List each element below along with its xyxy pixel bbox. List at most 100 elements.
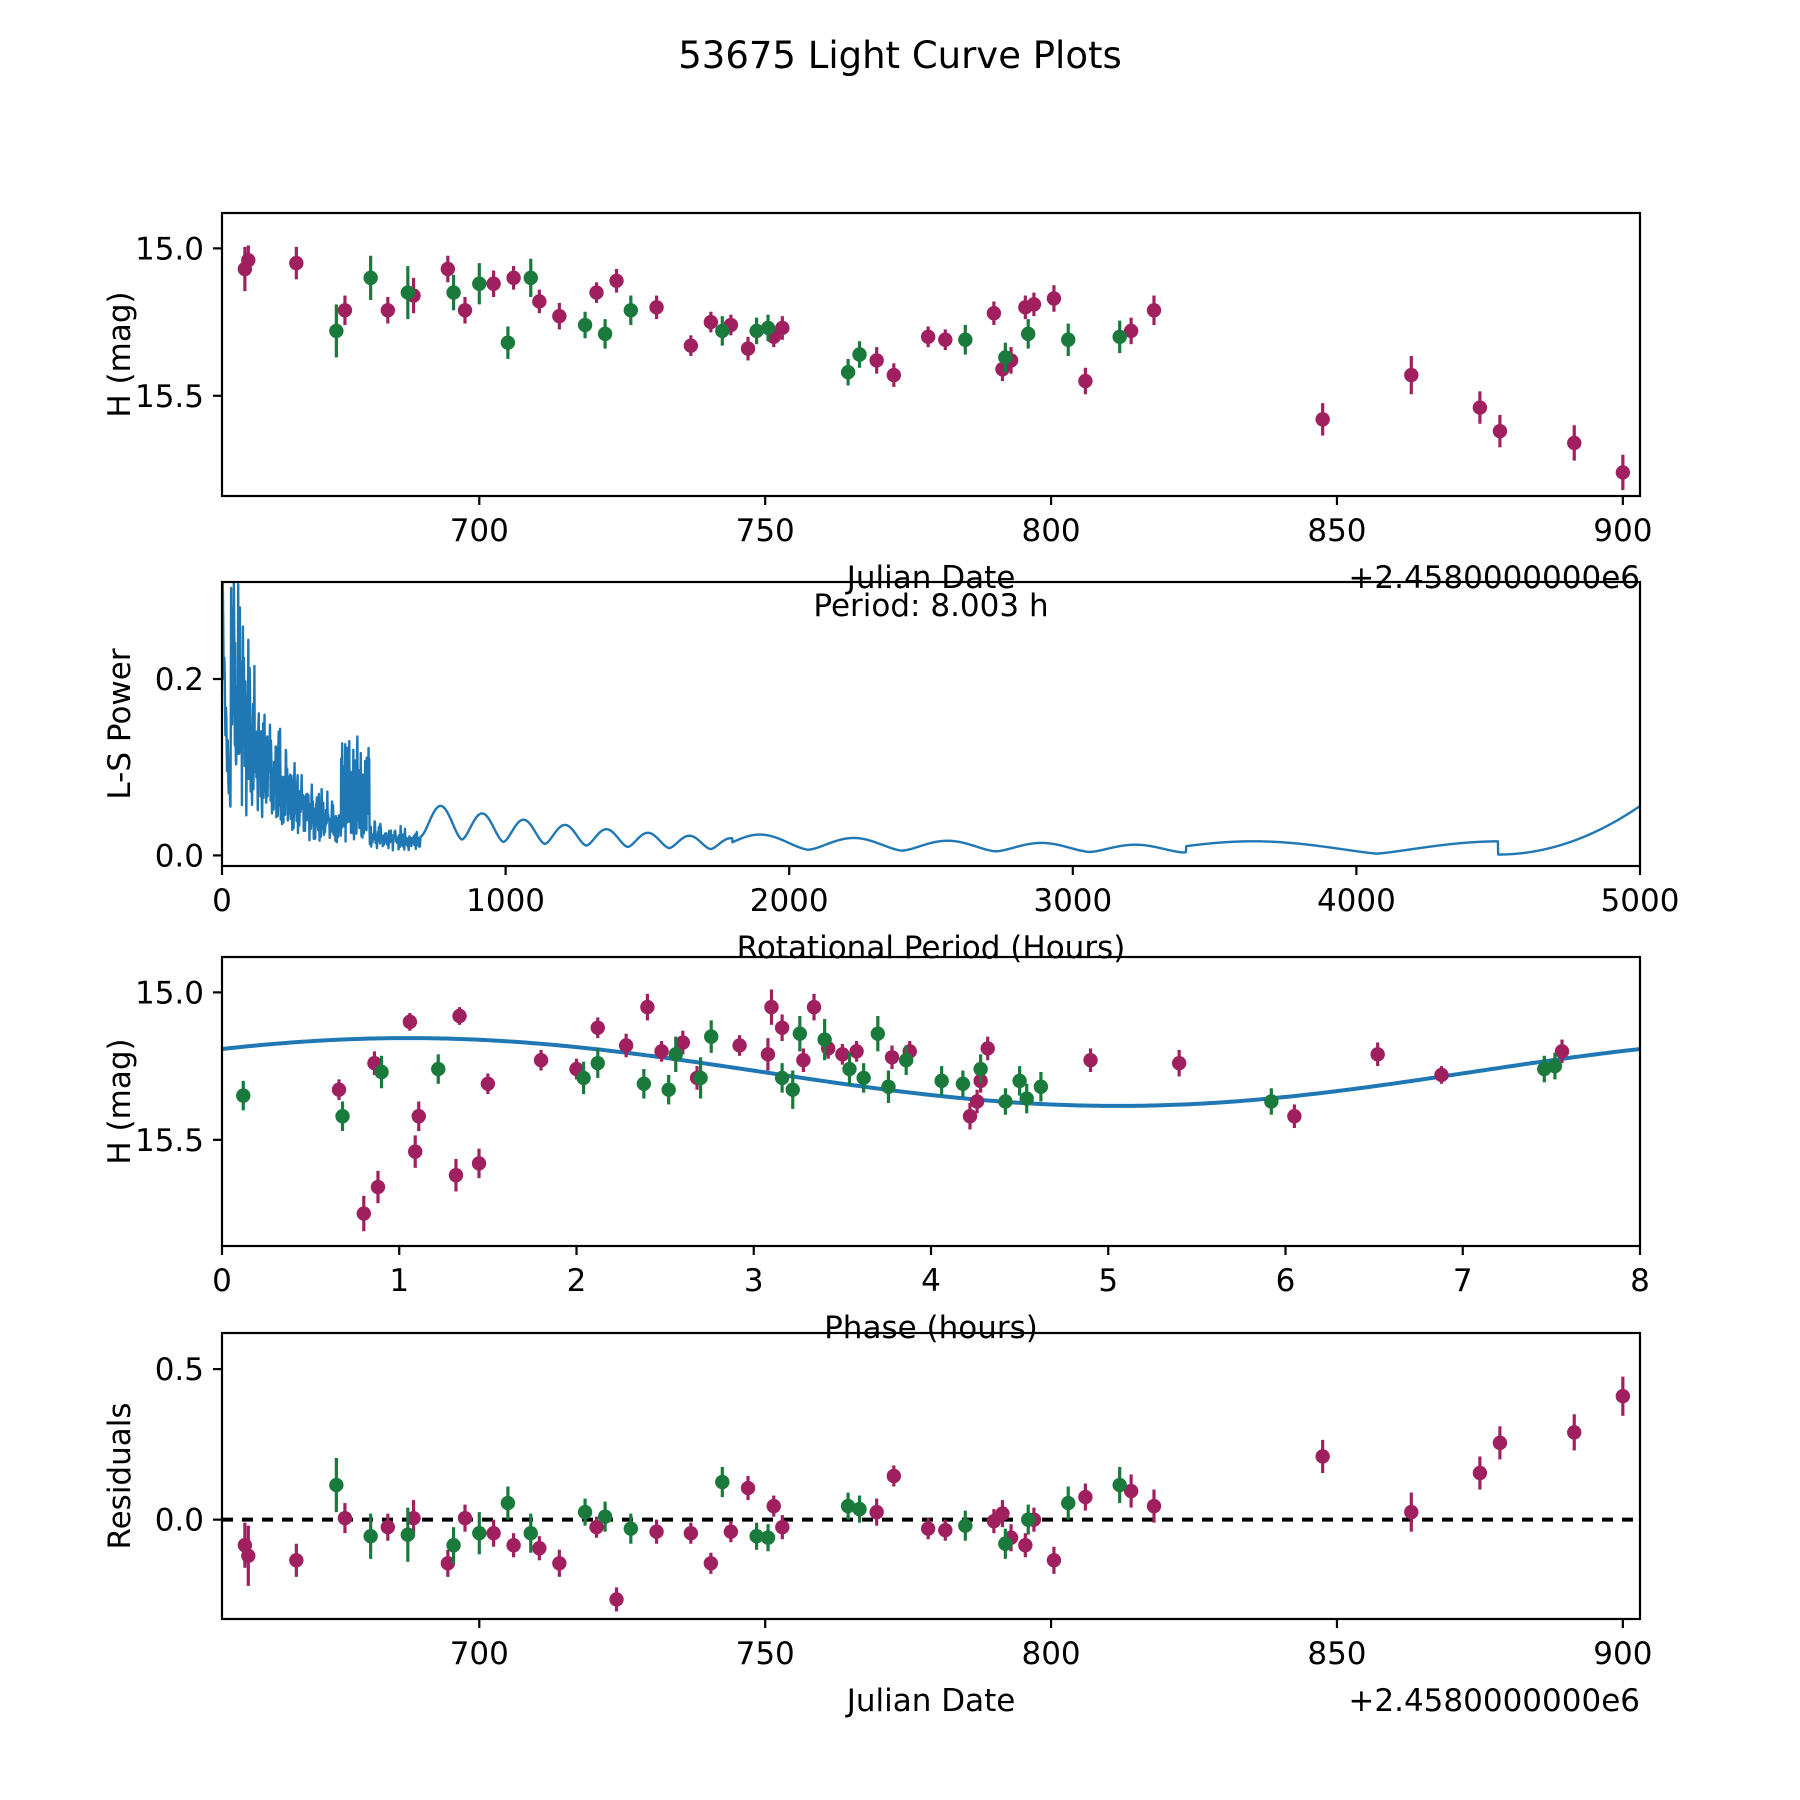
data-point <box>356 1206 371 1221</box>
data-point <box>457 303 473 318</box>
data-point <box>693 1070 708 1086</box>
y-tick-label: 15.0 <box>135 975 204 1011</box>
panel-phase: 0 1 2 3 4 5 6 7 8 15.0 15.5 Phase (hours) H (mag) <box>102 955 1650 1346</box>
x-tick-label: 900 <box>1593 513 1652 549</box>
data-point <box>440 261 456 277</box>
x-axis-label: Julian Date <box>845 1683 1016 1719</box>
x-tick-label: 6 <box>1276 1263 1296 1299</box>
data-point <box>703 1556 719 1571</box>
data-point <box>884 1050 900 1065</box>
data-point <box>329 323 344 339</box>
x-tick-label: 0 <box>212 883 232 919</box>
data-point <box>715 323 730 339</box>
data-point <box>1615 1389 1631 1404</box>
data-point <box>533 1053 549 1068</box>
data-point <box>1404 367 1419 383</box>
data-point <box>764 999 779 1015</box>
x-tick-label: 900 <box>1593 1636 1652 1672</box>
data-point <box>440 1556 456 1571</box>
data-point <box>623 1521 639 1536</box>
data-point <box>590 1020 605 1035</box>
data-point <box>1434 1067 1449 1083</box>
data-point <box>486 276 501 291</box>
data-point <box>886 1468 902 1484</box>
data-point <box>380 1519 396 1535</box>
data-point <box>374 1064 389 1080</box>
data-point <box>1046 1553 1062 1568</box>
data-point <box>1021 326 1036 342</box>
data-point <box>1264 1094 1279 1109</box>
data-point <box>1472 1465 1488 1481</box>
data-point <box>1547 1058 1563 1074</box>
data-point <box>241 1548 256 1563</box>
data-point <box>649 300 664 315</box>
data-point <box>973 1061 988 1077</box>
panel-lightcurve: 700 750 800 850 900 15.0 15.5 Julian Date H (mag… <box>102 211 1652 596</box>
data-point <box>446 285 461 300</box>
data-point <box>998 1536 1013 1551</box>
data-point <box>938 1522 953 1538</box>
data-point <box>715 1474 730 1490</box>
data-point <box>431 1061 446 1077</box>
data-point <box>723 1524 739 1539</box>
data-point <box>1567 1425 1582 1440</box>
data-point <box>654 1044 669 1059</box>
data-point <box>618 1038 634 1053</box>
data-point <box>523 270 538 286</box>
data-point <box>683 1526 699 1541</box>
data-point <box>1021 1512 1036 1527</box>
x-axis-label: Rotational Period (Hours) <box>737 930 1126 966</box>
x-tick-label: 1 <box>389 1263 409 1299</box>
plot-area <box>222 1376 1640 1612</box>
data-point <box>589 285 604 300</box>
data-point <box>969 1094 985 1109</box>
data-point <box>1567 435 1582 451</box>
data-point <box>740 1480 756 1496</box>
data-point <box>760 1047 776 1062</box>
data-point <box>597 1509 613 1524</box>
data-point <box>1078 373 1093 389</box>
x-tick-label: 4 <box>921 1263 941 1299</box>
data-point <box>1078 1489 1093 1505</box>
data-point <box>400 1527 416 1542</box>
x-tick-label: 1000 <box>466 883 545 919</box>
data-point <box>958 1518 973 1533</box>
data-point <box>870 1026 886 1041</box>
x-tick-label: 700 <box>450 1636 509 1672</box>
data-point <box>236 1088 251 1103</box>
x-tick-label: 8 <box>1630 1263 1650 1299</box>
data-point <box>1492 423 1508 439</box>
data-point <box>683 338 699 353</box>
page-title: 53675 Light Curve Plots <box>678 34 1122 77</box>
data-point <box>962 1109 978 1124</box>
y-axis-label: H (mag) <box>102 291 138 417</box>
data-point <box>577 317 593 333</box>
data-point <box>1012 1073 1027 1089</box>
data-point <box>523 1526 538 1541</box>
data-point <box>1146 1498 1162 1514</box>
data-point <box>335 1109 350 1124</box>
y-tick-label: 0.2 <box>155 662 204 698</box>
data-point <box>1171 1055 1187 1071</box>
data-point <box>774 1070 790 1086</box>
data-point <box>590 1055 605 1071</box>
x-tick-label: 750 <box>736 1636 795 1672</box>
data-point <box>668 1047 683 1062</box>
data-point <box>471 1156 487 1171</box>
data-point <box>289 1553 304 1568</box>
data-point <box>329 1477 344 1493</box>
data-point <box>785 1082 800 1097</box>
data-point <box>869 1504 884 1520</box>
data-point <box>597 326 613 342</box>
data-point <box>840 1498 856 1514</box>
data-point <box>920 329 936 345</box>
x-tick-label: 5000 <box>1601 883 1680 919</box>
data-point <box>506 1538 521 1553</box>
data-point <box>1370 1047 1385 1062</box>
x-tick-label: 4000 <box>1317 883 1396 919</box>
data-point <box>500 1495 516 1511</box>
data-point <box>1554 1044 1570 1059</box>
axes-frame <box>220 211 1642 498</box>
data-point <box>589 1519 604 1535</box>
data-point <box>1061 332 1076 347</box>
